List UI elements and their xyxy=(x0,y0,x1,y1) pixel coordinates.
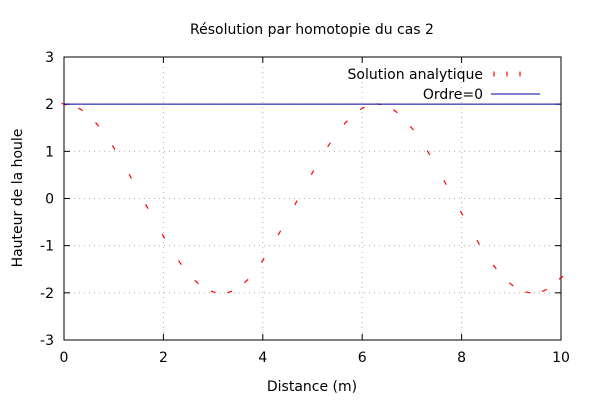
x-axis-label: Distance (m) xyxy=(267,379,357,395)
data-point xyxy=(558,275,564,280)
y-tick-label: -2 xyxy=(40,286,54,302)
x-tick-label: 8 xyxy=(457,350,466,366)
y-tick-label: -1 xyxy=(40,239,54,255)
legend-label-solution-analytique: Solution analytique xyxy=(348,67,483,83)
data-point xyxy=(327,142,331,148)
data-point xyxy=(443,179,447,185)
data-point xyxy=(541,288,547,293)
data-point xyxy=(409,125,414,131)
data-point xyxy=(161,233,166,239)
data-point xyxy=(392,109,398,114)
data-point xyxy=(260,257,265,263)
x-tick-label: 10 xyxy=(552,350,570,366)
x-tick-label: 0 xyxy=(60,350,69,366)
data-point xyxy=(111,145,116,150)
chart-title: Résolution par homotopie du cas 2 xyxy=(190,22,434,38)
data-point xyxy=(508,282,514,287)
data-point xyxy=(194,279,199,285)
data-point xyxy=(210,290,216,294)
y-tick-label: -3 xyxy=(40,333,54,349)
data-point xyxy=(277,230,282,236)
data-point xyxy=(525,291,531,294)
data-point xyxy=(128,173,132,179)
x-tick-label: 6 xyxy=(358,350,367,366)
x-tick-label: 2 xyxy=(159,350,168,366)
data-point xyxy=(78,107,83,112)
legend-label-ordre-0: Ordre=0 xyxy=(423,87,483,103)
data-point xyxy=(359,106,365,111)
data-point xyxy=(426,150,431,156)
grid xyxy=(64,57,561,340)
data-point xyxy=(459,210,464,216)
data-point xyxy=(492,264,497,270)
x-tick-label: 4 xyxy=(258,350,267,366)
data-point xyxy=(294,200,298,206)
data-point xyxy=(343,120,348,125)
legend-sample-solution-analytique xyxy=(493,71,521,77)
data-point xyxy=(476,239,480,245)
y-tick-label: 3 xyxy=(45,50,54,66)
data-point xyxy=(310,170,315,176)
series-solution-analytique xyxy=(61,102,564,294)
series xyxy=(61,102,564,294)
y-tick-label: 0 xyxy=(45,192,54,208)
y-tick-label: 1 xyxy=(45,144,54,160)
legend: Solution analytique Ordre=0 xyxy=(348,67,540,103)
data-point xyxy=(227,290,233,294)
data-point xyxy=(95,122,100,127)
data-point xyxy=(244,278,249,284)
data-point xyxy=(145,204,149,209)
y-tick-label: 2 xyxy=(45,97,54,113)
data-point xyxy=(177,260,182,266)
y-axis-label: Hauteur de la houle xyxy=(10,129,26,268)
axis-ticks: 0 2 4 6 8 10 -3 -2 -1 0 1 2 3 xyxy=(40,50,570,366)
